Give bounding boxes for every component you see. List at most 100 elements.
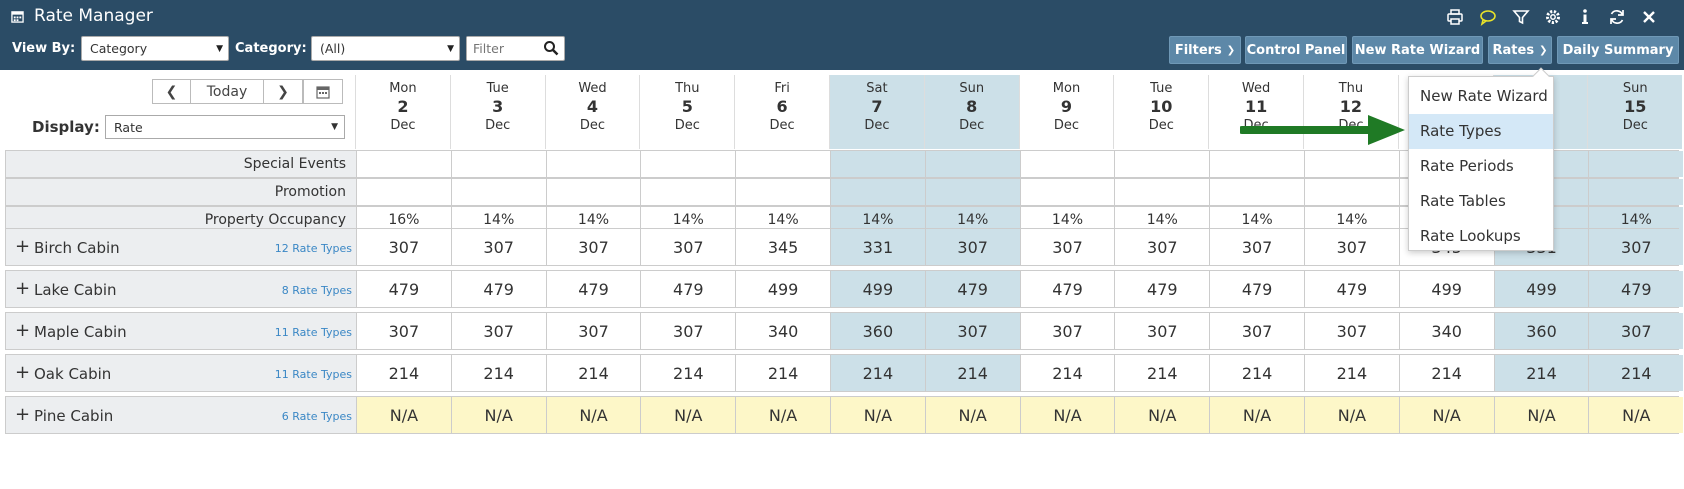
expand-plus-icon[interactable]: + (15, 404, 31, 425)
rate-cell[interactable]: 340 (735, 313, 830, 349)
info-icon[interactable] (1574, 6, 1596, 28)
rate-cell[interactable]: 479 (1019, 271, 1115, 307)
rate-cell[interactable]: N/A (1019, 397, 1115, 433)
rate-cell[interactable]: 479 (1588, 271, 1684, 307)
rate-cell[interactable]: 307 (640, 229, 735, 265)
rate-cell[interactable]: N/A (1588, 397, 1684, 433)
print-icon[interactable] (1444, 6, 1466, 28)
rate-cell[interactable]: 307 (1114, 313, 1209, 349)
date-picker-button[interactable] (303, 79, 343, 104)
menu-item-rate-types[interactable]: Rate Types (1409, 114, 1553, 149)
rate-cell[interactable]: 307 (1588, 229, 1684, 265)
rate-cell[interactable]: 479 (1209, 271, 1304, 307)
rate-types-link[interactable]: 12 Rate Types (274, 242, 352, 255)
rate-cell[interactable]: 331 (830, 229, 925, 265)
rate-cell[interactable]: N/A (1304, 397, 1399, 433)
rate-cell[interactable]: N/A (356, 397, 451, 433)
rate-cell[interactable]: 214 (545, 355, 641, 391)
rate-cell[interactable]: 307 (450, 229, 546, 265)
menu-item-rate-lookups[interactable]: Rate Lookups (1420, 227, 1521, 245)
rate-cell[interactable]: 214 (356, 355, 451, 391)
rate-cell[interactable]: 499 (735, 271, 830, 307)
expand-plus-icon[interactable]: + (15, 236, 31, 257)
expand-plus-icon[interactable]: + (15, 278, 31, 299)
rate-types-link[interactable]: 11 Rate Types (274, 326, 352, 339)
rate-cell[interactable]: N/A (545, 397, 641, 433)
rate-cell[interactable]: 307 (1209, 229, 1304, 265)
rate-cell[interactable]: 214 (1209, 355, 1304, 391)
rate-cell[interactable]: 307 (640, 313, 735, 349)
rate-cell[interactable]: 499 (830, 271, 925, 307)
search-icon[interactable] (543, 40, 559, 56)
rate-cell[interactable]: 360 (830, 313, 925, 349)
rate-cell[interactable]: N/A (1398, 397, 1494, 433)
rate-cell[interactable]: 307 (356, 313, 451, 349)
rate-cell[interactable]: 307 (545, 313, 641, 349)
rate-cell[interactable]: 214 (1019, 355, 1115, 391)
rate-cell[interactable]: 307 (545, 229, 641, 265)
rate-cell[interactable]: N/A (640, 397, 736, 433)
rate-cell[interactable]: 479 (545, 271, 641, 307)
rate-cell[interactable]: 479 (450, 271, 546, 307)
prev-button[interactable]: ❮ (152, 79, 191, 104)
filter-field[interactable] (466, 36, 565, 61)
chat-icon[interactable] (1477, 6, 1499, 28)
rate-cell[interactable]: N/A (830, 397, 925, 433)
gear-icon[interactable] (1542, 6, 1564, 28)
rate-cell[interactable]: N/A (1114, 397, 1210, 433)
daily-summary-button[interactable]: Daily Summary (1557, 36, 1679, 64)
rate-cell[interactable]: 307 (1304, 313, 1399, 349)
rate-cell[interactable]: 214 (1114, 355, 1209, 391)
category-select[interactable]: (All) ▼ (311, 36, 460, 61)
display-select[interactable]: Rate ▼ (105, 115, 345, 139)
rate-cell[interactable]: 307 (356, 229, 451, 265)
rate-cell[interactable]: 499 (1493, 271, 1589, 307)
filters-button[interactable]: Filters ❯ (1169, 36, 1241, 64)
rate-cell[interactable]: 214 (924, 355, 1020, 391)
refresh-icon[interactable] (1606, 6, 1628, 28)
next-button[interactable]: ❯ (263, 79, 303, 104)
view-by-select[interactable]: Category ▼ (81, 36, 229, 61)
menu-item-rate-tables[interactable]: Rate Tables (1420, 192, 1506, 210)
rate-cell[interactable]: 307 (1019, 229, 1115, 265)
rate-types-link[interactable]: 6 Rate Types (281, 410, 352, 423)
rate-cell[interactable]: 479 (924, 271, 1020, 307)
new-rate-wizard-button[interactable]: New Rate Wizard (1352, 36, 1483, 64)
rate-cell[interactable]: 214 (735, 355, 830, 391)
rate-cell[interactable]: 214 (640, 355, 735, 391)
rate-cell[interactable]: 360 (1493, 313, 1589, 349)
rate-cell[interactable]: 214 (830, 355, 925, 391)
rate-types-link[interactable]: 8 Rate Types (281, 284, 352, 297)
rate-cell[interactable]: 214 (1398, 355, 1494, 391)
rates-button[interactable]: Rates ❯ (1488, 36, 1552, 64)
filter-input[interactable] (467, 37, 547, 60)
rate-cell[interactable]: 307 (924, 313, 1020, 349)
close-icon[interactable] (1638, 6, 1660, 28)
rate-types-link[interactable]: 11 Rate Types (274, 368, 352, 381)
rate-cell[interactable]: 479 (640, 271, 735, 307)
rate-cell[interactable]: N/A (1209, 397, 1304, 433)
rate-cell[interactable]: 307 (1114, 229, 1209, 265)
expand-plus-icon[interactable]: + (15, 320, 31, 341)
rate-cell[interactable]: 307 (450, 313, 546, 349)
rate-cell[interactable]: 214 (1304, 355, 1399, 391)
rate-cell[interactable]: N/A (1493, 397, 1589, 433)
filter-icon[interactable] (1510, 6, 1532, 28)
rate-cell[interactable]: 479 (356, 271, 451, 307)
rate-cell[interactable]: N/A (924, 397, 1020, 433)
rate-cell[interactable]: 340 (1398, 313, 1494, 349)
rate-cell[interactable]: 345 (735, 229, 830, 265)
rate-cell[interactable]: N/A (450, 397, 546, 433)
menu-item-new-rate-wizard[interactable]: New Rate Wizard (1420, 87, 1548, 105)
today-button[interactable]: Today (190, 79, 264, 104)
rate-cell[interactable]: 499 (1398, 271, 1494, 307)
rate-cell[interactable]: 307 (1588, 313, 1684, 349)
expand-plus-icon[interactable]: + (15, 362, 31, 383)
rate-cell[interactable]: 307 (1209, 313, 1304, 349)
rate-cell[interactable]: 479 (1304, 271, 1399, 307)
rate-cell[interactable]: 307 (924, 229, 1020, 265)
control-panel-button[interactable]: Control Panel (1245, 36, 1347, 64)
menu-item-rate-periods[interactable]: Rate Periods (1420, 157, 1514, 175)
rate-cell[interactable]: N/A (735, 397, 830, 433)
rate-cell[interactable]: 214 (1588, 355, 1684, 391)
